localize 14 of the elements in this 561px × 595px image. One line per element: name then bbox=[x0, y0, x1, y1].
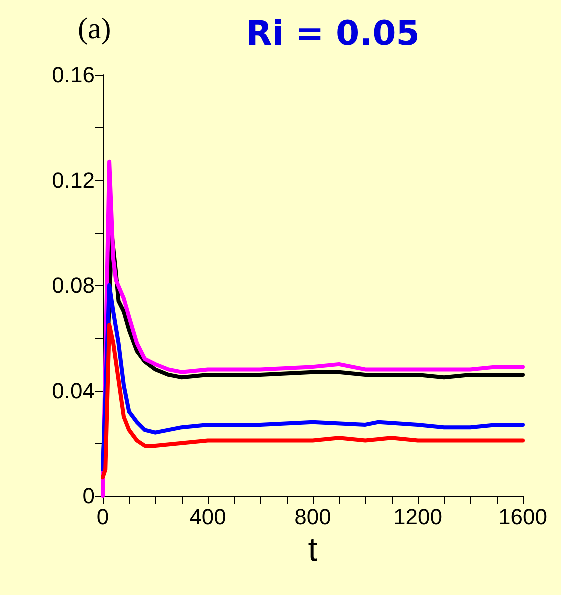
line-series bbox=[101, 284, 525, 472]
y-tick-label: 0.04 bbox=[52, 378, 95, 404]
x-tick-label: 1600 bbox=[498, 504, 548, 530]
x-tick-label: 400 bbox=[190, 504, 226, 530]
y-tick-label: 0.16 bbox=[52, 62, 95, 88]
y-tick-label: 0.12 bbox=[52, 168, 95, 193]
y-tick-label: 0 bbox=[82, 484, 95, 508]
x-tick-label: 800 bbox=[294, 504, 332, 530]
x-tick-label: 1200 bbox=[394, 504, 442, 530]
x-axis-title: t bbox=[308, 530, 318, 569]
line-series bbox=[101, 322, 525, 480]
chart-title: Ri = 0.05 bbox=[246, 14, 420, 54]
text: (a) bbox=[78, 12, 112, 46]
y-tick-label: 0.08 bbox=[52, 273, 95, 298]
